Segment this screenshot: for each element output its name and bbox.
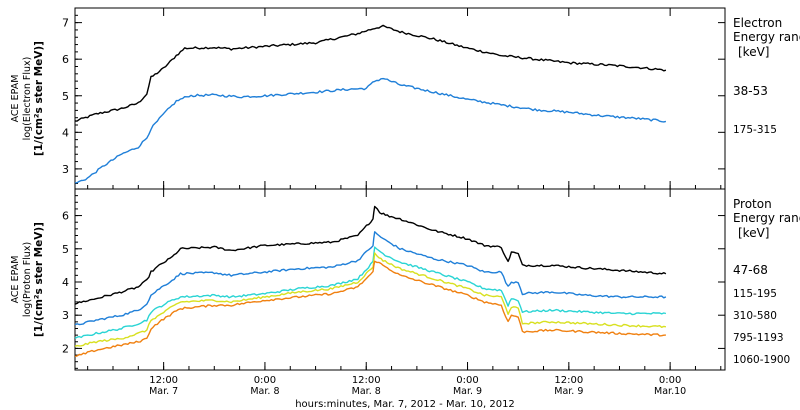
x-axis-label: hours:minutes, Mar. 7, 2012 - Mar. 10, 2…	[295, 399, 515, 410]
legend-subtitle-electron: Energy ranges	[733, 30, 800, 44]
x-tick-label: 12:00	[149, 375, 178, 386]
plot-frame-proton	[74, 188, 726, 371]
y-tick-label-proton: 5	[62, 243, 69, 256]
x-tick-date-label: Mar. 8	[352, 386, 381, 397]
series-line-electron-175-315	[74, 77, 667, 184]
legend-title-proton: Proton	[733, 197, 772, 211]
y-tick-label-electron: 6	[62, 53, 69, 66]
series-line-proton-310-580	[74, 246, 667, 339]
y-tick-label-proton: 6	[62, 210, 69, 223]
legend-entry-electron: 38-53	[733, 84, 768, 98]
y-tick-label-proton: 4	[62, 276, 69, 289]
legend-entry-proton: 1060-1900	[733, 354, 790, 366]
series-line-electron-38-53	[74, 24, 667, 122]
x-tick-date-label: Mar. 9	[453, 386, 482, 397]
legend-entry-proton: 310-580	[733, 310, 777, 322]
series-line-proton-795-1193	[74, 252, 667, 347]
legend-title-electron: Electron	[733, 16, 782, 30]
legend-entry-electron: 175-315	[733, 124, 777, 136]
y-axis-label-proton: ACE EPAM	[10, 256, 21, 304]
plot-frame-electron	[74, 7, 726, 190]
x-tick-label: 0:00	[456, 375, 478, 386]
x-tick-date-label: Mar.10	[654, 386, 686, 397]
y-axis-label-electron: ACE EPAM	[10, 75, 21, 123]
legend-units-proton: [keV]	[738, 226, 769, 240]
legend-subtitle-proton: Energy ranges	[733, 211, 800, 225]
y-axis-label-electron: log(Electron Flux)	[22, 57, 33, 141]
y-axis-label-proton: [1/(cm²s ster MeV)]	[33, 222, 45, 337]
x-tick-label: 0:00	[659, 375, 681, 386]
y-axis-label-electron: [1/(cm²s ster MeV)]	[33, 41, 45, 156]
x-tick-label: 0:00	[254, 375, 276, 386]
legend-entry-proton: 115-195	[733, 288, 777, 300]
y-tick-label-proton: 3	[62, 309, 69, 322]
y-tick-label-electron: 5	[62, 90, 69, 103]
y-tick-label-electron: 3	[62, 163, 69, 176]
series-line-proton-1060-1900	[74, 260, 666, 357]
x-tick-date-label: Mar. 9	[554, 386, 583, 397]
legend-entry-proton: 47-68	[733, 263, 768, 277]
x-tick-label: 12:00	[352, 375, 381, 386]
y-tick-label-electron: 4	[62, 126, 69, 139]
legend-entry-proton: 795-1193	[733, 332, 784, 344]
x-tick-date-label: Mar. 7	[149, 386, 178, 397]
y-tick-label-proton: 2	[62, 342, 69, 355]
y-tick-label-electron: 7	[62, 17, 69, 30]
x-tick-label: 12:00	[554, 375, 583, 386]
series-line-proton-115-195	[74, 231, 667, 326]
legend-units-electron: [keV]	[738, 45, 769, 59]
series-line-proton-47-68	[74, 205, 667, 305]
x-tick-date-label: Mar. 8	[250, 386, 279, 397]
y-axis-label-proton: log(Proton Flux)	[22, 242, 33, 317]
